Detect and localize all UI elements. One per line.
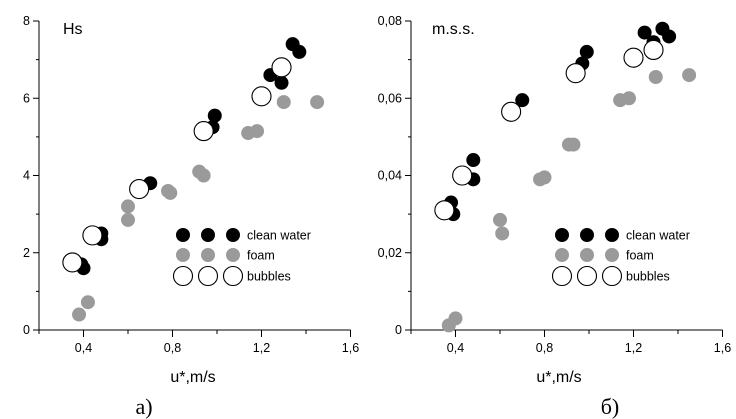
legend-marker-foam [555,248,569,262]
legend-marker-bubbles [576,265,598,287]
data-point-foam [80,295,95,310]
data-point-bubbles [623,47,644,68]
y-tick-label: 0 [395,323,402,337]
legend-marker-bubbles [551,265,573,287]
panel-title: m.s.s. [432,21,475,38]
legend-label-clean-water: clean water [626,229,690,243]
legend-marker-clean-water [176,228,190,242]
data-point-clean-water [292,44,307,59]
data-point-clean-water [579,44,594,59]
data-point-foam [196,168,211,183]
data-point-bubbles [251,86,272,107]
legend-label-foam: foam [247,249,275,263]
legend-marker-foam [176,248,190,262]
data-point-bubbles [643,39,664,61]
legend-marker-clean-water [226,228,240,242]
legend-marker-bubbles [601,265,623,287]
data-point-foam [72,307,87,322]
data-point-bubbles [452,165,473,186]
legend-marker-clean-water [580,228,594,242]
data-point-bubbles [82,225,103,246]
legend-marker-foam [580,248,594,262]
data-point-foam [495,226,510,241]
x-tick-label: 1,6 [342,341,359,355]
legend-marker-bubbles [197,265,219,287]
legend-marker-foam [201,248,215,262]
x-tick-label: 0,8 [164,341,181,355]
y-tick-label: 2 [23,246,30,260]
panel-caption: а) [135,394,152,419]
x-tick-label: 0,4 [447,341,464,355]
data-point-foam [121,199,135,214]
legend-label-bubbles: bubbles [626,270,670,284]
y-tick-label: 0,02 [378,246,402,260]
x-tick-label: 0,4 [75,341,92,355]
legend-label-clean-water: clean water [247,229,311,243]
y-tick-label: 0,06 [378,91,402,105]
data-point-bubbles [271,57,292,78]
panel-title: Hs [63,21,83,38]
panel-a: 0,4 0,8 1,2 1,6 0 2 4 6 8 Hs u*,m/s а) clean water fo… [23,14,359,419]
data-point-bubbles [434,200,455,221]
x-axis-label: u*,m/s [170,369,215,386]
data-point-bubbles [565,63,586,84]
x-axis-label: u*,m/s [536,369,581,386]
data-point-foam [310,95,325,110]
data-point-bubbles [501,101,522,122]
data-point-clean-water [274,75,289,90]
y-tick-label: 6 [23,91,30,105]
data-point-clean-water [662,29,677,44]
x-tick-label: 1,6 [714,341,731,355]
y-tick-label: 0,08 [378,14,402,28]
legend-marker-foam [226,248,240,262]
y-tick-label: 4 [23,169,30,183]
legend-marker-clean-water [555,228,569,242]
data-point-clean-water [515,93,530,108]
data-point-foam [121,212,135,227]
data-point-foam [622,91,637,106]
data-point-foam [250,124,265,139]
x-tick-label: 1,2 [625,341,642,355]
x-tick-label: 1,2 [253,341,270,355]
legend-marker-bubbles [172,265,194,287]
data-point-foam [163,185,178,200]
y-tick-label: 8 [23,14,30,28]
y-tick-label: 0,04 [378,169,402,183]
data-point-foam [648,70,663,85]
data-point-bubbles [193,121,214,142]
data-point-clean-water [637,25,652,40]
legend-label-foam: foam [626,249,654,263]
data-point-foam [493,212,507,227]
legend-marker-clean-water [605,228,619,242]
data-point-bubbles [62,252,83,273]
data-point-foam [682,68,697,83]
data-point-clean-water [466,153,481,168]
y-tick-label: 0 [23,323,30,337]
data-point-foam [566,137,581,152]
data-point-foam [537,170,552,185]
data-point-foam [448,311,463,326]
legend-label-bubbles: bubbles [247,270,291,284]
legend-marker-clean-water [201,228,215,242]
data-point-bubbles [129,178,150,200]
data-point-clean-water [207,108,222,123]
panel-caption: б) [601,394,620,419]
panel-b: 0,4 0,8 1,2 1,6 0 0,02 0,04 0,06 0,08 m.s.s. u*,m/… [378,14,732,419]
legend-marker-foam [605,248,619,262]
data-point-foam [276,95,291,110]
x-tick-label: 0,8 [536,341,553,355]
legend-marker-bubbles [222,265,244,287]
